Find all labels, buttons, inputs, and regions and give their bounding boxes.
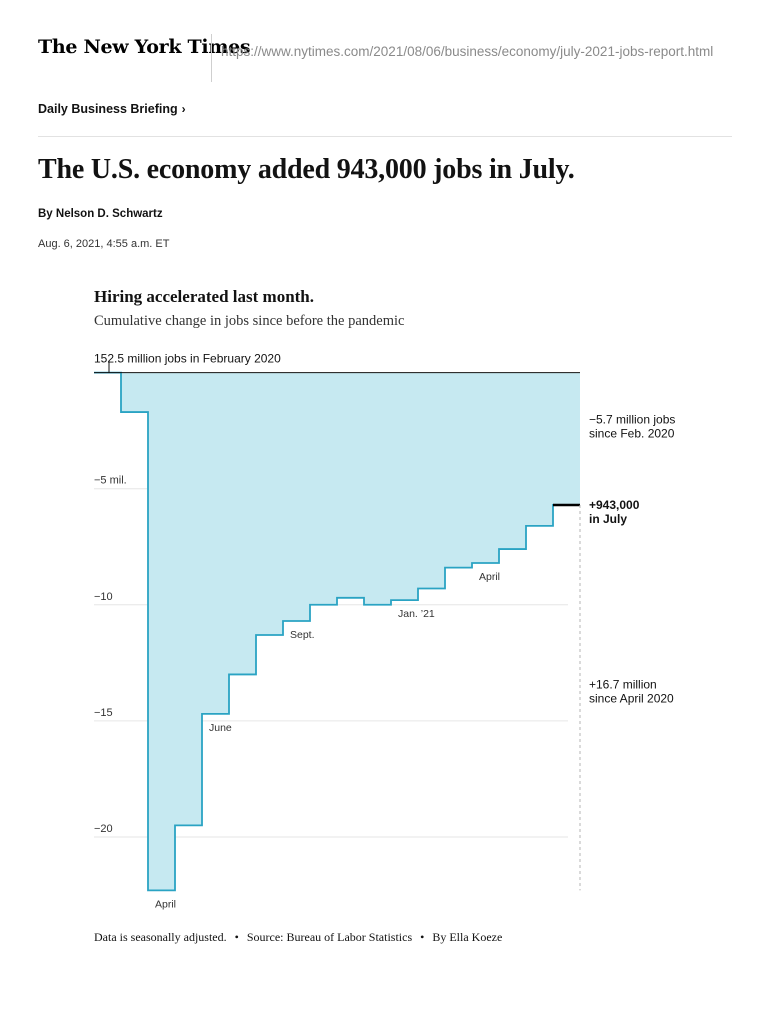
annotation-total-change-line2: since Feb. 2020 [589,427,675,441]
chart-footnote: Data is seasonally adjusted. • Source: Bur… [94,930,502,945]
masthead-divider [211,34,212,82]
jobs-chart: −5 mil. −10 −15 −20 April June Sept. Jan. ’21 A… [94,352,675,910]
month-label: April [479,571,500,583]
headline: The U.S. economy added 943,000 jobs in J… [38,154,575,185]
annotation-since-april-line1: +16.7 million [589,677,657,691]
chevron-right-icon: › [181,102,186,116]
annotation-total-change-line1: −5.7 million jobs [589,413,675,427]
header-divider [38,136,732,137]
area-fill [94,372,580,891]
footnote-source: Source: Bureau of Labor Statistics [246,930,413,944]
byline[interactable]: By Nelson D. Schwartz [38,208,163,220]
footnote-note: Data is seasonally adjusted. [94,930,227,944]
chart-title: Hiring accelerated last month. [94,287,315,306]
step-line [94,371,580,892]
month-label: Sept. [290,629,315,641]
footnote-credit: By Ella Koeze [432,930,503,944]
baseline-label: 152.5 million jobs in February 2020 [94,352,281,366]
bullet-separator: • [420,930,425,944]
y-tick-label: −15 [94,707,113,719]
kicker-label: Daily Business Briefing [38,102,178,116]
kicker-link[interactable]: Daily Business Briefing › [38,102,186,116]
month-label: June [209,722,232,734]
month-label: Jan. ’21 [398,608,435,620]
annotation-july-gain-line1: +943,000 [589,498,640,512]
nyt-logo[interactable]: The New York Times [38,36,251,58]
y-tick-label: −20 [94,823,113,835]
annotation-since-april-line2: since April 2020 [589,691,674,705]
chart-subtitle: Cumulative change in jobs since before t… [94,313,405,329]
article-url[interactable]: https://www.nytimes.com/2021/08/06/busin… [221,44,714,59]
y-tick-label: −5 mil. [94,475,127,487]
annotation-july-gain-line2: in July [589,512,627,526]
dateline: Aug. 6, 2021, 4:55 a.m. ET [38,238,170,250]
bullet-separator: • [234,930,239,944]
y-tick-label: −10 [94,591,113,603]
month-label: April [155,898,176,910]
